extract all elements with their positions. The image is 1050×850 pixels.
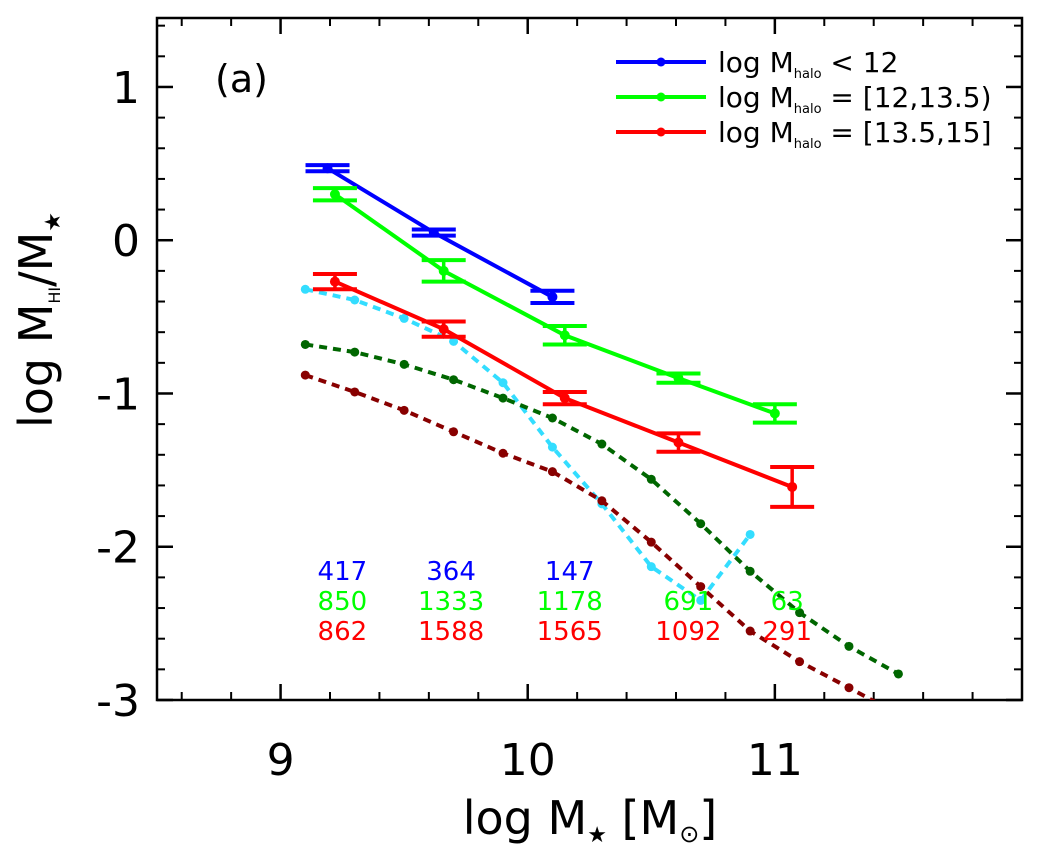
count-label-high: 1565: [537, 617, 603, 647]
model-point-darkred: [745, 626, 755, 636]
model-point-cyan: [498, 378, 508, 388]
model-point-darkred: [795, 657, 805, 667]
model-point-darkred: [399, 405, 409, 415]
x-tick-label: 10: [500, 735, 556, 786]
model-point-cyan: [300, 284, 310, 294]
panel-label: (a): [215, 57, 268, 101]
x-axis-title-unit-sub: ⊙: [679, 820, 699, 848]
data-point-low: [547, 291, 558, 302]
model-point-darkred: [300, 370, 310, 380]
model-line-cyan: [304, 287, 752, 604]
count-label-mid: 1178: [537, 587, 603, 617]
legend-marker-high: [656, 127, 666, 137]
y-axis-title: log MHI/M★: [9, 212, 66, 428]
model-point-darkred: [597, 496, 607, 506]
model-point-darkgreen: [646, 474, 656, 484]
model-point-darkred: [449, 427, 459, 437]
model-point-darkgreen: [597, 439, 607, 449]
count-label-mid: 63: [771, 587, 804, 617]
data-point-low: [428, 227, 439, 238]
model-point-darkred: [844, 683, 854, 693]
x-axis-title-unit-open: [M: [607, 791, 679, 845]
model-curves: [300, 284, 903, 712]
x-axis-title-sub: ★: [587, 823, 607, 848]
data-point-mid: [769, 408, 780, 419]
x-tick-label: 11: [747, 735, 803, 786]
legend-label-high: log Mhalo = [13.5,15]: [718, 116, 992, 152]
model-point-darkred: [882, 703, 891, 712]
y-tick-label: 0: [112, 216, 140, 267]
x-axis-title-unit-close: ]: [699, 791, 717, 845]
legend-marker-low: [656, 57, 666, 67]
y-axis-title-main: log M: [9, 304, 63, 428]
model-point-darkgreen: [893, 669, 903, 679]
legend-label-mid: log Mhalo = [12,13.5): [718, 81, 992, 117]
model-point-darkgreen: [547, 413, 557, 423]
data-point-mid: [673, 373, 684, 384]
model-point-darkgreen: [449, 375, 459, 385]
plot-frame: [155, 16, 1024, 702]
model-point-darkred: [646, 537, 656, 547]
model-point-cyan: [350, 295, 360, 305]
data-point-high: [438, 324, 449, 335]
model-point-cyan: [646, 562, 656, 572]
axis-ticks: [157, 18, 1022, 702]
data-point-high: [559, 393, 570, 404]
model-point-darkred: [547, 467, 557, 477]
model-point-cyan: [449, 336, 459, 346]
model-point-cyan: [696, 595, 706, 605]
y-axis-title-sub2: ★: [41, 212, 66, 232]
x-axis-title-main: log M: [463, 791, 587, 845]
count-label-high: 1588: [418, 617, 484, 647]
count-labels: 417 364 147 850 1333 1178 691 63 862 1588 1565 1092…: [318, 557, 812, 647]
y-tick-label: 1: [112, 63, 140, 114]
count-label-mid: 1333: [418, 587, 484, 617]
count-label-high: 862: [318, 617, 368, 647]
model-point-cyan: [399, 313, 409, 323]
model-point-darkgreen: [300, 339, 310, 349]
data-point-high: [329, 276, 340, 287]
y-axis-title-mid: /M: [9, 232, 63, 287]
data-point-high: [673, 437, 684, 448]
model-point-darkgreen: [795, 608, 805, 618]
y-tick-label: -2: [96, 523, 140, 574]
data-point-high: [787, 481, 798, 492]
data-point-low: [322, 163, 333, 174]
legend-marker-mid: [656, 92, 666, 102]
data-series: [305, 163, 815, 509]
model-point-darkgreen: [498, 393, 508, 403]
model-point-darkgreen: [745, 566, 755, 576]
model-point-darkgreen: [350, 347, 360, 357]
legend-label-low: log Mhalo < 12: [718, 46, 898, 82]
data-point-mid: [329, 189, 340, 200]
model-point-darkred: [498, 448, 508, 458]
data-point-mid: [438, 265, 449, 276]
model-point-darkred: [696, 582, 706, 592]
data-point-mid: [559, 330, 570, 341]
y-axis-title-sub1: HI: [45, 287, 64, 304]
series-line-low: [326, 166, 554, 299]
model-point-darkgreen: [844, 641, 854, 651]
count-label-mid: 691: [664, 587, 714, 617]
x-tick-label: 9: [267, 735, 295, 786]
count-label-high: 291: [762, 617, 812, 647]
model-point-cyan: [547, 442, 557, 452]
count-label-mid: 850: [318, 587, 368, 617]
count-label-high: 1092: [655, 617, 721, 647]
y-tick-label: -3: [96, 676, 140, 727]
model-point-cyan: [745, 529, 755, 539]
model-point-darkred: [350, 387, 360, 397]
count-label-low: 147: [545, 557, 595, 587]
model-point-darkgreen: [399, 359, 409, 369]
count-label-low: 364: [426, 557, 476, 587]
x-axis-title: log M★ [M⊙]: [463, 791, 718, 848]
y-tick-label: -1: [96, 369, 140, 420]
model-point-darkgreen: [696, 519, 706, 529]
count-label-low: 417: [318, 557, 368, 587]
series-line-high: [334, 279, 793, 489]
